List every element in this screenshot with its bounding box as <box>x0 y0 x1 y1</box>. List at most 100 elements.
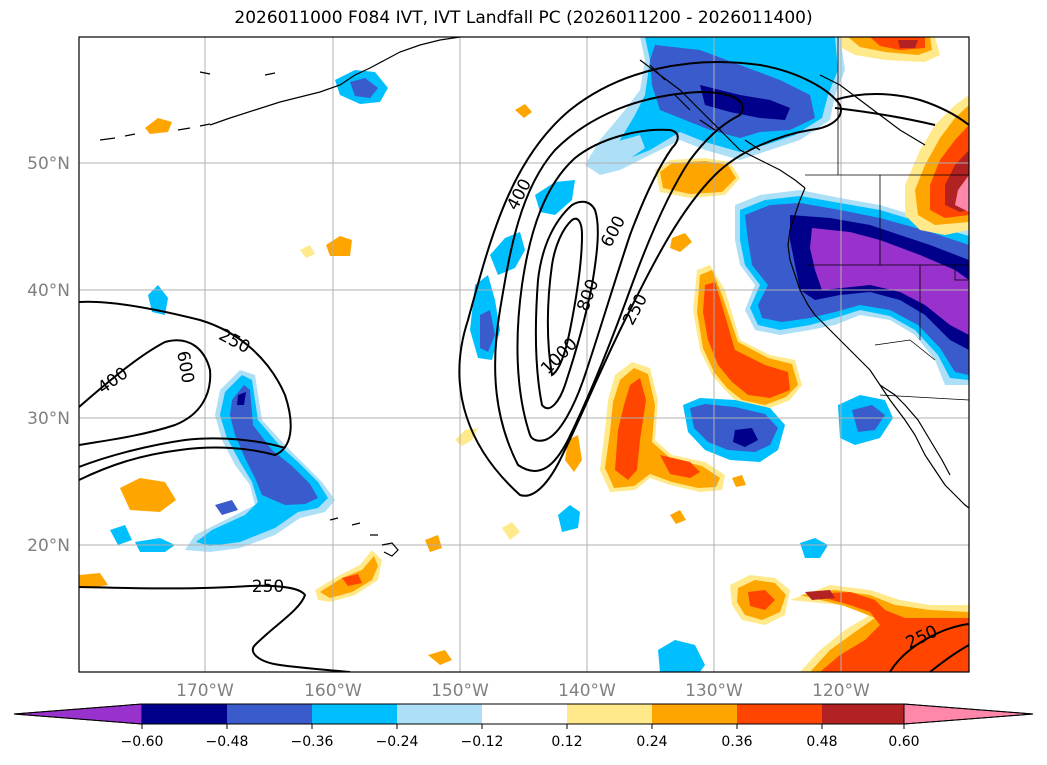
colorbar-extend-low <box>13 703 143 725</box>
patch-orange-g <box>732 475 746 487</box>
sc-pos-red <box>748 590 775 610</box>
jet-neg-sky3 <box>535 180 575 215</box>
hawaii <box>329 517 399 557</box>
colorbar-seg-3 <box>312 704 397 724</box>
wp-neg-small7 <box>658 640 705 672</box>
cb-tick-9: 0.60 <box>888 734 919 750</box>
patch-orange-d <box>515 104 532 118</box>
coastlines <box>99 37 969 557</box>
cb-tick-1: −0.48 <box>206 734 249 750</box>
lat-axis: 50°N 40°N 30°N 20°N <box>27 154 70 556</box>
aleutians2 <box>199 71 276 76</box>
lon-label-160w: 160°W <box>304 681 362 701</box>
cb-tick-3: −0.24 <box>376 734 419 750</box>
cb-tick-2: −0.36 <box>291 734 334 750</box>
contour-600-west <box>79 437 286 468</box>
contour-250-sw <box>79 584 351 672</box>
lon-axis: 170°W 160°W 150°W 140°W 130°W 120°W <box>176 681 870 701</box>
ne-pos-pink <box>955 175 969 212</box>
alaska-peninsula <box>209 37 461 126</box>
contour-ne <box>834 93 969 126</box>
map-frame <box>78 36 970 673</box>
patch-orange-f <box>670 233 692 252</box>
colorbar-seg-9 <box>822 704 904 724</box>
wp-neg-small8r <box>350 78 378 98</box>
wp-neg-navy <box>237 392 246 405</box>
contour-800-central <box>534 200 599 410</box>
lon-label-120w: 120°W <box>812 681 870 701</box>
wp-neg-small3 <box>215 500 238 515</box>
cb-tick-0: −0.60 <box>121 734 164 750</box>
patch-orange-i <box>120 478 176 512</box>
colorbar: −0.60 −0.48 −0.36 −0.24 −0.12 0.12 0.24 … <box>13 703 1034 750</box>
jet-neg-royal <box>480 310 495 352</box>
mid2-pos-red <box>615 378 646 480</box>
us-west-coast <box>787 187 969 509</box>
patch-orange-l <box>428 650 452 665</box>
contour-250-se <box>889 623 969 672</box>
cb-tick-6: 0.24 <box>636 734 667 750</box>
wp-neg-small1 <box>110 525 132 545</box>
cent-neg-navy <box>733 428 758 447</box>
contour-1000-central <box>546 217 584 377</box>
patch-orange-h <box>670 510 686 524</box>
contour-400-central <box>494 90 744 472</box>
aleutians <box>99 123 211 141</box>
cb-tick-7: 0.36 <box>721 734 752 750</box>
lat-label-20n: 20°N <box>27 536 70 556</box>
hi-pos-red <box>342 574 362 586</box>
cb-tick-8: 0.48 <box>806 734 837 750</box>
political-borders <box>805 37 969 401</box>
lat-label-40n: 40°N <box>27 281 70 301</box>
wp-neg-small6 <box>800 538 828 558</box>
colorbar-seg-8 <box>737 704 822 724</box>
se-pos-red <box>810 592 969 672</box>
lat-label-50n: 50°N <box>27 154 70 174</box>
contour-400-west <box>79 339 212 446</box>
chart-title: 2026011000 F084 IVT, IVT Landfall PC (20… <box>234 8 813 28</box>
colorbar-seg-1 <box>142 704 227 724</box>
se-pos-firebrick <box>805 590 835 600</box>
ne-top-firebrick <box>898 40 918 48</box>
bc-islands <box>649 64 761 151</box>
patch-orange-j <box>79 573 108 588</box>
nw-orange <box>660 161 736 194</box>
colorbar-seg-4 <box>397 704 482 724</box>
jet-neg-light4 <box>590 135 645 168</box>
bc-coast <box>639 59 806 189</box>
contour-ne2 <box>834 107 936 126</box>
mid-pos-red <box>703 282 790 398</box>
mid2-pos-red2 <box>660 455 700 478</box>
contour-250-west <box>79 300 292 481</box>
colorbar-seg-5 <box>482 704 567 724</box>
cb-tick-5: 0.12 <box>551 734 582 750</box>
patch-yellow-c <box>300 245 315 258</box>
lon-label-170w: 170°W <box>176 681 234 701</box>
label-250-sw: 250 <box>252 577 284 597</box>
patch-orange-k <box>425 535 442 552</box>
wp-neg-small5 <box>558 505 580 532</box>
lat-label-30n: 30°N <box>27 409 70 429</box>
contour-600-central <box>516 128 679 442</box>
canada-nw <box>819 74 926 146</box>
wp-neg-small4 <box>148 285 168 315</box>
contour-250-central <box>458 61 842 497</box>
patch-orange-a <box>145 118 172 134</box>
lon-label-150w: 150°W <box>431 681 489 701</box>
colorbar-seg-2 <box>227 704 312 724</box>
map-panel <box>79 37 969 672</box>
cb-tick-4: −0.12 <box>461 734 504 750</box>
lon-label-130w: 130°W <box>685 681 743 701</box>
colorbar-ticks <box>141 724 905 729</box>
wp-neg-royal <box>230 385 318 505</box>
jet-neg-sky2 <box>490 232 525 275</box>
colorbar-seg-6 <box>567 704 652 724</box>
lon-label-140w: 140°W <box>558 681 616 701</box>
patch-yellow-n <box>502 522 520 540</box>
wc-neg-purple <box>810 228 969 335</box>
patch-orange-e <box>565 435 582 472</box>
ivt-contours <box>79 61 969 672</box>
baja <box>879 384 951 476</box>
colorbar-tick-labels: −0.60 −0.48 −0.36 −0.24 −0.12 0.12 0.24 … <box>121 734 920 750</box>
